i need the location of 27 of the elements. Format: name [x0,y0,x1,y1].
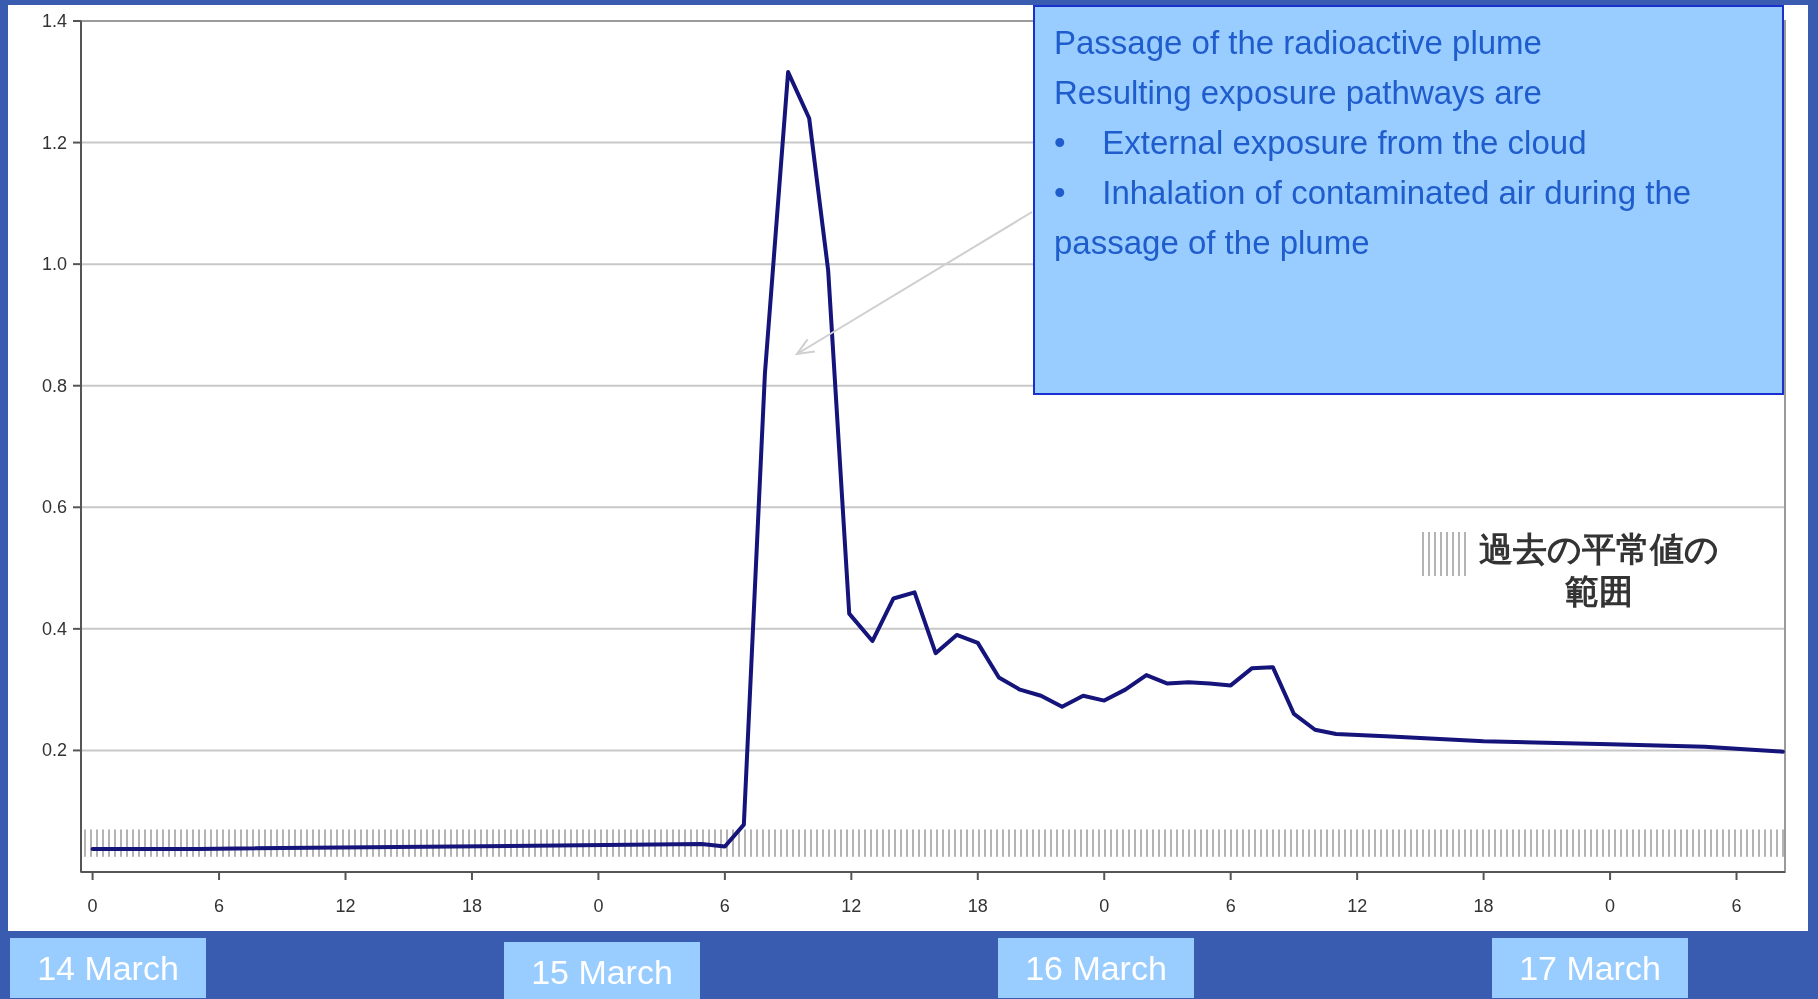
x-tick-label: 0 [1099,896,1110,916]
y-tick-label: 1.0 [41,254,67,275]
x-tick-label: 6 [719,896,730,916]
x-tick-label: 0 [1605,896,1616,916]
x-tick-label: 18 [461,896,482,916]
legend-label: 過去の平常値の範囲 [1478,529,1720,612]
text: 16 March [998,938,1194,998]
text: 14 March [10,938,206,998]
y-tick-label: 0.4 [41,618,67,639]
x-tick-label: 18 [1473,896,1494,916]
text: 17 March [1492,938,1688,998]
y-tick-label: 0.2 [41,740,67,761]
x-tick-label: 12 [1347,896,1368,916]
x-tick-label: 6 [1225,896,1236,916]
x-tick-label: 12 [841,896,862,916]
x-tick-label: 12 [335,896,356,916]
annotation: Passage of the radioactive plume Resulting exposure pathways are • External exposure from the cloud • Inhalation of contaminated air during the passage of the plume [1054,23,1693,263]
x-tick-label: 18 [967,896,988,916]
x-tick-label: 0 [87,896,98,916]
y-tick-label: 1.4 [41,11,67,31]
y-tick-label: 1.2 [41,132,67,153]
x-tick-label: 6 [214,896,225,916]
x-tick-label: 6 [1731,896,1742,916]
x-tick-label: 0 [593,896,604,916]
text: 15 March [504,942,700,999]
y-tick-label: 0.6 [41,497,67,518]
y-tick-label: 0.8 [41,375,67,396]
